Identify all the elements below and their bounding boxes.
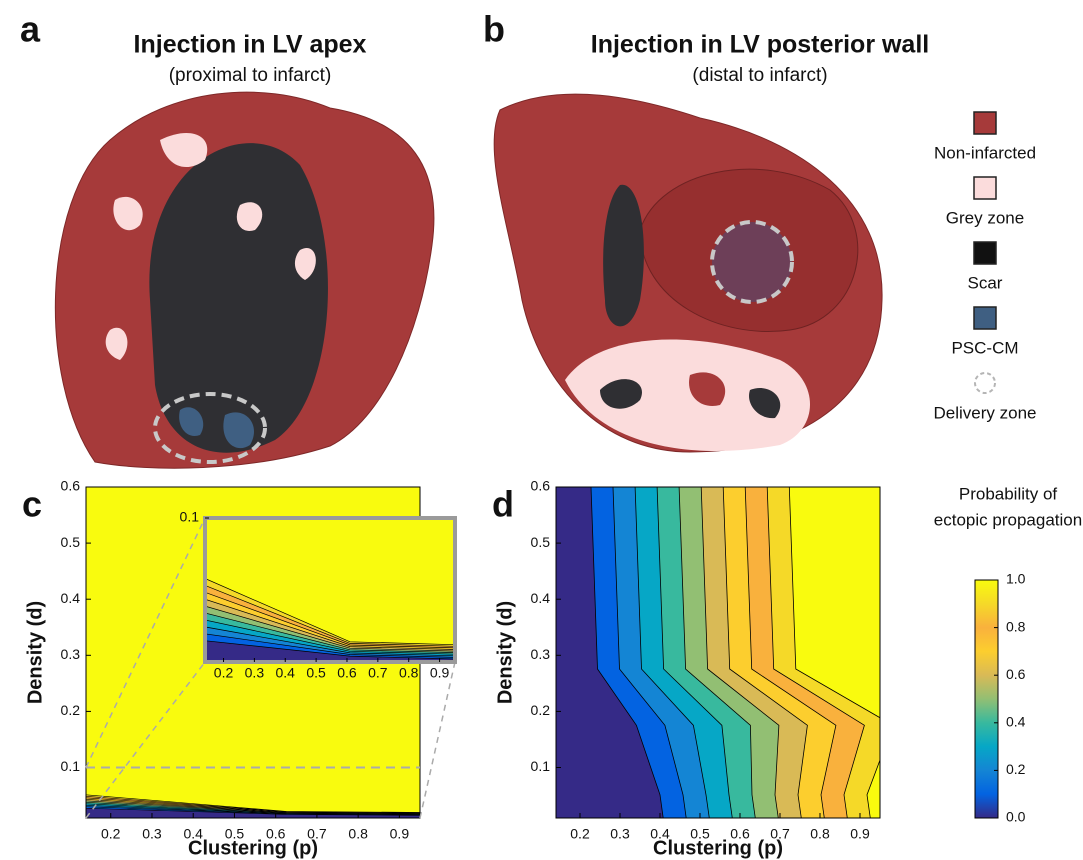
- panel-letter: c: [22, 484, 42, 525]
- x-tick-label: 0.5: [690, 826, 710, 842]
- contour-band: [788, 487, 880, 818]
- legend-swatch: [974, 372, 996, 394]
- legend-swatch: [973, 176, 997, 200]
- x-tick-label: 0.3: [142, 826, 162, 842]
- x-tick-label: 0.4: [183, 826, 203, 842]
- x-tick-label: 0.7: [770, 826, 790, 842]
- x-tick-label: 0.7: [368, 665, 388, 681]
- legend-label: Scar: [968, 273, 1003, 292]
- colorbar-tick-label: 0.8: [1006, 618, 1026, 634]
- x-tick-label: 0.8: [348, 826, 368, 842]
- colorbar-tick-label: 0.2: [1006, 761, 1026, 777]
- y-tick-label: 0.6: [531, 478, 551, 494]
- x-tick-label: 0.6: [730, 826, 750, 842]
- inset-frame: [203, 516, 457, 664]
- axes-frame: [555, 486, 881, 819]
- y-tick-label: 0.4: [531, 590, 551, 606]
- x-tick-label: 0.9: [430, 665, 450, 681]
- y-tick-label: 0.6: [61, 478, 81, 494]
- legend-label: Delivery zone: [934, 403, 1037, 422]
- legend-swatch: [973, 111, 997, 135]
- colorbar-title: ectopic propagation: [934, 510, 1082, 529]
- legend-label: Grey zone: [946, 208, 1024, 227]
- x-tick-label: 0.8: [810, 826, 830, 842]
- y-tick-label: 0.5: [61, 534, 81, 550]
- x-tick-label: 0.7: [307, 826, 327, 842]
- x-axis-label: Clustering (p): [188, 837, 318, 859]
- x-tick-label: 0.3: [245, 665, 265, 681]
- heart-b: [493, 93, 883, 453]
- plots: 0.2 0.3 0.4 0.5 0.6 0.7 0.8 0.90.10.20.30.40.50…: [22, 478, 881, 859]
- x-tick-label: 0.5: [225, 826, 245, 842]
- y-tick-label: 0.1: [531, 758, 551, 774]
- y-tick-label: 0.3: [61, 646, 81, 662]
- panel-titles: a Injection in LV apex (proximal to infarc…: [20, 9, 929, 87]
- y-tick-label: 0.2: [531, 702, 551, 718]
- legend-label: PSC-CM: [951, 338, 1018, 357]
- colorbar-tick-label: 0.6: [1006, 666, 1026, 682]
- colorbar-tick-label: 0.0: [1006, 809, 1026, 825]
- y-tick-label: 0.1: [61, 758, 81, 774]
- x-tick-label: 0.6: [266, 826, 286, 842]
- x-tick-label: 0.4: [276, 665, 296, 681]
- x-tick-label: 0.9: [850, 826, 870, 842]
- colorbar-tick-label: 0.4: [1006, 714, 1026, 730]
- x-tick-label: 0.5: [306, 665, 326, 681]
- x-axis-label: Clustering (p): [653, 837, 783, 859]
- panel-letter: a: [20, 9, 41, 50]
- contour-plot: [556, 487, 880, 818]
- legend: Non-infarcted Grey zone Scar PSC-CM Delivery…: [934, 111, 1037, 422]
- y-tick-label: 0.4: [61, 590, 81, 606]
- legend-label: Non-infarcted: [934, 143, 1036, 162]
- panel-title: Injection in LV posterior wall: [591, 31, 929, 59]
- y-tick-label: 0.5: [531, 534, 551, 550]
- y-axis-label: Density (d): [494, 601, 516, 704]
- y-tick-label: 0.2: [61, 702, 81, 718]
- panel-letter: d: [492, 484, 514, 525]
- colorbar-fill: [974, 579, 999, 819]
- panel-title: Injection in LV apex: [134, 31, 367, 59]
- x-tick-label: 0.2: [101, 826, 121, 842]
- x-tick-label: 0.3: [610, 826, 630, 842]
- x-tick-label: 0.6: [337, 665, 357, 681]
- legend-swatch: [973, 241, 997, 265]
- colorbar: Probability of ectopic propagation 0.0 0.2 0…: [934, 484, 1082, 824]
- zoom-line: [85, 517, 206, 768]
- x-tick-label: 0.2: [214, 665, 234, 681]
- inset: 0.2 0.3 0.4 0.5 0.6 0.7 0.8 0.9 0.1: [180, 509, 457, 681]
- y-tick-label: 0.3: [531, 646, 551, 662]
- panel-subtitle: (proximal to infarct): [169, 65, 332, 86]
- legend-swatch: [973, 306, 997, 330]
- x-tick-label: 0.8: [399, 665, 419, 681]
- zoom-line: [419, 661, 456, 819]
- x-tick-label: 0.4: [650, 826, 670, 842]
- y-axis-label: Density (d): [24, 601, 46, 704]
- panel-letter: b: [483, 9, 505, 50]
- heart-a: [54, 91, 435, 469]
- panel-subtitle: (distal to infarct): [692, 65, 827, 86]
- x-tick-label: 0.9: [390, 826, 410, 842]
- y-tick-label: 0.1: [180, 509, 200, 525]
- colorbar-title: Probability of: [959, 484, 1058, 503]
- x-tick-label: 0.2: [570, 826, 590, 842]
- colorbar-tick-label: 1.0: [1006, 571, 1026, 587]
